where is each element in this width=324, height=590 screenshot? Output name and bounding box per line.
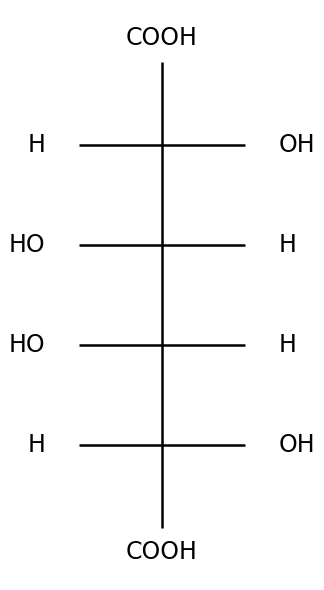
- Text: H: H: [279, 233, 296, 257]
- Text: COOH: COOH: [126, 540, 198, 563]
- Text: OH: OH: [279, 133, 315, 156]
- Text: H: H: [28, 133, 45, 156]
- Text: HO: HO: [9, 233, 45, 257]
- Text: HO: HO: [9, 333, 45, 357]
- Text: COOH: COOH: [126, 27, 198, 50]
- Text: H: H: [279, 333, 296, 357]
- Text: OH: OH: [279, 434, 315, 457]
- Text: H: H: [28, 434, 45, 457]
